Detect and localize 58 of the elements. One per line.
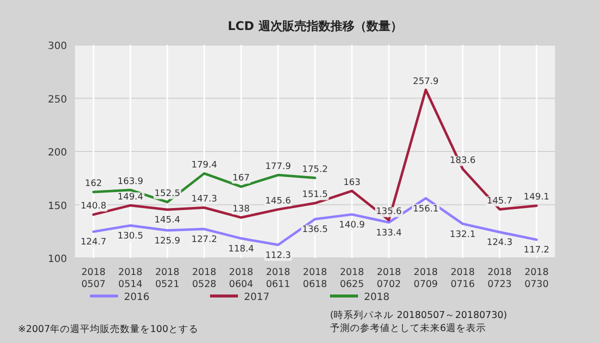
x-tick-label: 2018 0604: [229, 267, 254, 290]
text: (時系列パネル 20180507～20180730): [330, 309, 508, 321]
text: 予測の参考値として未来6週を表示: [330, 322, 486, 334]
data-label: 145.7: [486, 196, 512, 206]
data-label: 136.5: [302, 225, 328, 236]
data-label: 163.9: [118, 176, 144, 187]
data-label: 127.2: [191, 235, 218, 246]
data-label: 124.3: [486, 238, 512, 248]
data-label: 149.4: [118, 192, 144, 202]
x-tick-label: 2018 0618: [302, 267, 328, 290]
data-label: 124.7: [80, 238, 106, 248]
x-tick-label: 2018 0702: [376, 267, 401, 290]
data-label: 135.6: [376, 207, 402, 218]
data-label: 133.4: [376, 228, 402, 238]
data-label: 140.9: [339, 220, 366, 230]
data-label: 156.1: [412, 204, 439, 214]
legend-label: 2017: [244, 292, 270, 303]
data-label: 118.4: [228, 244, 254, 254]
data-label: 130.5: [118, 232, 144, 242]
data-label: 112.3: [265, 250, 291, 261]
chart-title: LCD 週次販売指数推移（数量）: [228, 19, 402, 33]
data-label: 145.4: [154, 216, 180, 226]
data-label: 183.6: [450, 156, 476, 166]
y-tick-label: 250: [48, 94, 67, 106]
legend-label: 2018: [364, 292, 390, 303]
x-tick-label: 2018 0611: [266, 267, 290, 290]
data-label: 179.4: [191, 160, 218, 170]
data-label: 162: [84, 178, 102, 189]
data-label: 147.3: [191, 194, 218, 205]
x-tick-label: 2018 0507: [81, 267, 106, 290]
data-label: 140.8: [80, 202, 107, 212]
data-label: 151.5: [302, 190, 328, 200]
data-label: 177.9: [265, 162, 292, 172]
x-tick-label: 2018 0528: [192, 267, 216, 290]
data-label: 152.5: [154, 189, 180, 200]
data-label: 132.1: [450, 230, 476, 240]
x-tick-label: 2018 0514: [118, 267, 142, 290]
data-label: 117.2: [524, 246, 550, 256]
x-tick-label: 2018 0723: [488, 267, 512, 290]
x-tick-label: 2018 0716: [450, 267, 475, 290]
data-label: 145.6: [265, 196, 292, 206]
y-tick-label: 300: [48, 41, 67, 52]
text: ※2007年の週平均販売数量を100とする: [18, 323, 198, 335]
data-label: 175.2: [302, 164, 328, 175]
data-label: 125.9: [154, 236, 180, 246]
x-tick-label: 2018 0625: [340, 267, 364, 290]
data-label: 149.1: [524, 192, 550, 203]
y-tick-label: 200: [48, 148, 67, 158]
data-label: 138: [232, 204, 250, 215]
data-label: 163: [343, 178, 361, 188]
x-tick-label: 2018 0709: [414, 267, 438, 290]
data-label: 257.9: [412, 76, 439, 87]
legend-label: 2016: [124, 292, 150, 303]
x-tick-label: 2018 0730: [524, 267, 549, 290]
y-tick-label: 100: [48, 254, 67, 265]
data-label: 167: [232, 174, 250, 184]
y-tick-label: 150: [48, 200, 67, 212]
x-tick-label: 2018 0521: [155, 267, 180, 290]
